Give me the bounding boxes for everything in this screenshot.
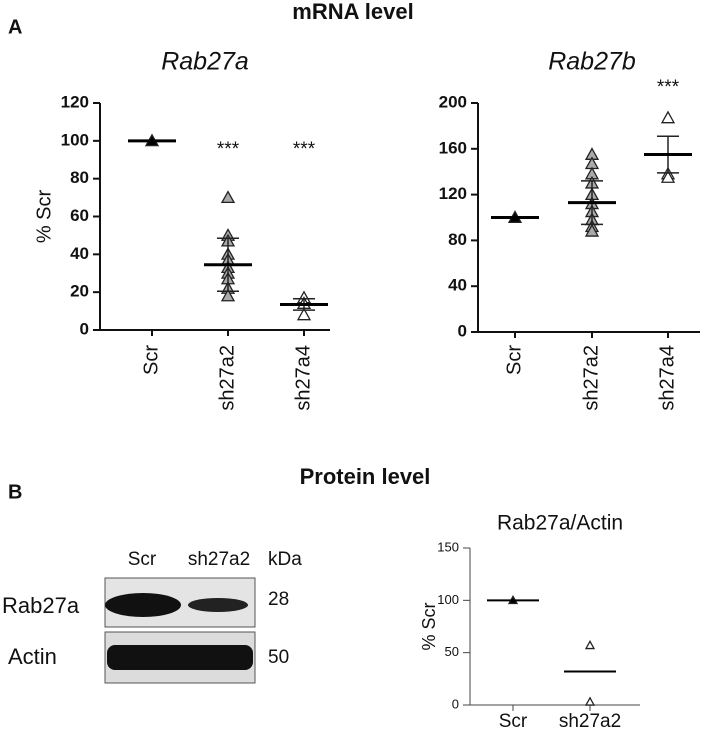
band-label: Rab27a: [2, 593, 80, 618]
panel-title: Protein level: [300, 464, 431, 489]
x-tick-label: Scr: [499, 711, 528, 732]
y-tick-label: 150: [437, 539, 459, 554]
y-tick-label: 100: [61, 130, 89, 149]
x-tick-label: Scr: [140, 345, 162, 375]
y-tick-label: 0: [452, 696, 459, 711]
x-tick-label: sh27a4: [656, 345, 678, 411]
y-tick-label: 40: [70, 244, 89, 263]
chart-title: Rab27a: [161, 48, 249, 76]
y-axis-label: % Scr: [419, 602, 439, 650]
band: [105, 593, 181, 617]
significance: ***: [657, 77, 680, 98]
band-size: 28: [268, 589, 289, 610]
x-tick-label: Scr: [503, 345, 525, 375]
panel-title: mRNA level: [292, 0, 413, 24]
y-tick-label: 100: [437, 592, 459, 607]
chart-title: Rab27a/Actin: [497, 512, 623, 535]
western-blot: Scr sh27a2 kDa Rab27a Actin 28 50: [2, 549, 302, 684]
data-point: [220, 288, 236, 302]
unit-label: kDa: [268, 549, 302, 570]
lane-label: sh27a2: [188, 549, 250, 570]
y-tick-label: 60: [70, 206, 89, 225]
band: [107, 645, 253, 670]
y-tick-label: 160: [439, 138, 467, 157]
x-tick-label: sh27a2: [580, 345, 602, 411]
band-size: 50: [268, 647, 289, 668]
chart-title: Rab27b: [548, 48, 636, 76]
y-tick-label: 20: [70, 282, 89, 301]
data-point: [296, 307, 312, 321]
data-point: [660, 170, 676, 183]
y-tick-label: 80: [70, 168, 89, 187]
y-tick-label: 40: [448, 276, 467, 295]
data-point: [584, 640, 596, 650]
y-axis-label: % Scr: [33, 189, 55, 243]
significance: ***: [217, 139, 240, 160]
panel-label: A: [8, 16, 22, 38]
significance: ***: [293, 139, 316, 160]
band-label: Actin: [8, 644, 57, 669]
y-tick-label: 50: [445, 644, 459, 659]
y-tick-label: 120: [439, 184, 467, 203]
y-tick-label: 120: [61, 92, 89, 111]
y-tick-label: 200: [439, 92, 467, 111]
y-tick-label: 0: [80, 319, 89, 338]
data-point: [660, 110, 676, 124]
data-point: [220, 190, 236, 204]
data-point: [584, 223, 600, 237]
band: [188, 598, 248, 612]
panel-label: B: [8, 481, 22, 503]
x-tick-label: sh27a2: [216, 345, 238, 411]
lane-label: Scr: [128, 549, 157, 570]
y-tick-label: 0: [458, 321, 467, 340]
x-tick-label: sh27a4: [292, 345, 314, 411]
y-tick-label: 80: [448, 230, 467, 249]
data-point: [584, 696, 596, 706]
x-tick-label: sh27a2: [559, 711, 621, 732]
